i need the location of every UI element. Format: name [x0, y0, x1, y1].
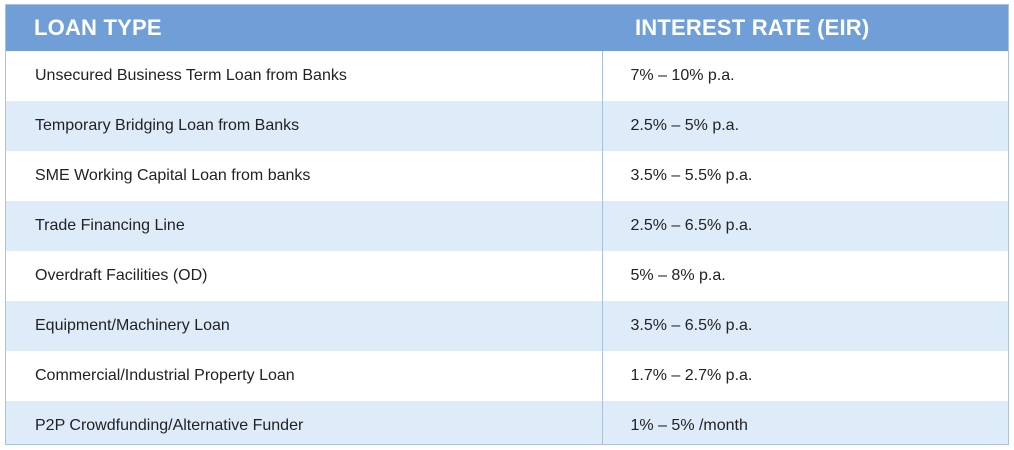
- table-row: Temporary Bridging Loan from Banks 2.5% …: [6, 101, 1008, 151]
- interest-rate-cell: 1% – 5% /month: [601, 401, 1008, 444]
- table-row: P2P Crowdfunding/Alternative Funder 1% –…: [6, 401, 1008, 444]
- loan-type-cell: Equipment/Machinery Loan: [6, 301, 602, 351]
- loan-type-cell: SME Working Capital Loan from banks: [6, 151, 602, 201]
- table-row: Unsecured Business Term Loan from Banks …: [6, 51, 1008, 101]
- loan-type-cell: Trade Financing Line: [6, 201, 602, 251]
- interest-rate-cell: 3.5% – 6.5% p.a.: [601, 301, 1008, 351]
- table-row: Trade Financing Line 2.5% – 6.5% p.a.: [6, 201, 1008, 251]
- loan-type-cell: Overdraft Facilities (OD): [6, 251, 602, 301]
- loan-type-cell: Temporary Bridging Loan from Banks: [6, 101, 602, 151]
- table-header: LOAN TYPE INTEREST RATE (EIR): [6, 5, 1008, 51]
- table-row: Equipment/Machinery Loan 3.5% – 6.5% p.a…: [6, 301, 1008, 351]
- interest-rate-cell: 5% – 8% p.a.: [601, 251, 1008, 301]
- interest-rate-cell: 3.5% – 5.5% p.a.: [601, 151, 1008, 201]
- interest-rate-cell: 2.5% – 5% p.a.: [601, 101, 1008, 151]
- header-row: LOAN TYPE INTEREST RATE (EIR): [6, 5, 1008, 51]
- table-row: SME Working Capital Loan from banks 3.5%…: [6, 151, 1008, 201]
- header-loan-type: LOAN TYPE: [6, 5, 602, 51]
- loan-rates-table: LOAN TYPE INTEREST RATE (EIR) Unsecured …: [5, 4, 1009, 445]
- loan-type-cell: Commercial/Industrial Property Loan: [6, 351, 602, 401]
- interest-rate-cell: 1.7% – 2.7% p.a.: [601, 351, 1008, 401]
- table-row: Overdraft Facilities (OD) 5% – 8% p.a.: [6, 251, 1008, 301]
- loan-type-cell: Unsecured Business Term Loan from Banks: [6, 51, 602, 101]
- interest-rate-cell: 7% – 10% p.a.: [601, 51, 1008, 101]
- loan-type-cell: P2P Crowdfunding/Alternative Funder: [6, 401, 602, 444]
- interest-rate-cell: 2.5% – 6.5% p.a.: [601, 201, 1008, 251]
- table: LOAN TYPE INTEREST RATE (EIR) Unsecured …: [6, 5, 1008, 444]
- table-row: Commercial/Industrial Property Loan 1.7%…: [6, 351, 1008, 401]
- table-body: Unsecured Business Term Loan from Banks …: [6, 51, 1008, 444]
- header-interest-rate: INTEREST RATE (EIR): [602, 5, 1008, 51]
